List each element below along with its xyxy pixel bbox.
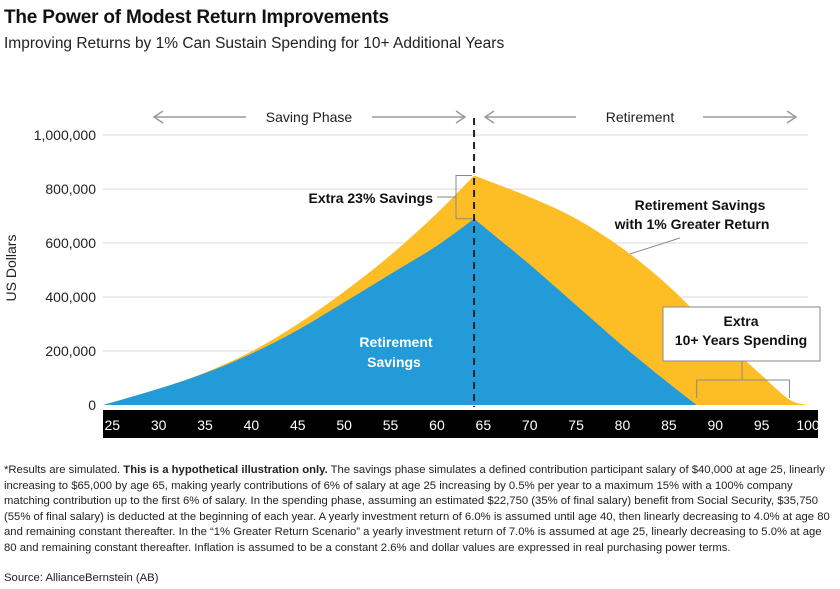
x-tick-label: 90 <box>707 417 723 433</box>
x-tick-label: 85 <box>661 417 677 433</box>
y-tick-label: 0 <box>88 397 96 413</box>
y-tick-label: 400,000 <box>45 289 96 305</box>
x-axis-band <box>103 410 818 438</box>
chart-subtitle: Improving Returns by 1% Can Sustain Spen… <box>4 35 505 52</box>
x-tick-label: 75 <box>568 417 584 433</box>
y-axis: US Dollars 0 200,000 400,000 600,000 800,000… <box>3 127 96 413</box>
area-series <box>103 175 808 405</box>
gold-label-leader <box>629 237 681 255</box>
x-tick-label: 50 <box>336 417 352 433</box>
y-tick-label: 200,000 <box>45 343 96 359</box>
saving-phase-label: Saving Phase <box>266 109 353 125</box>
x-tick-label: 95 <box>754 417 770 433</box>
phase-arrows: Saving Phase Retirement <box>152 109 798 407</box>
blue-series-label-line2: Savings <box>367 354 421 370</box>
x-tick-label: 70 <box>522 417 538 433</box>
gold-series-label-line1: Retirement Savings <box>635 197 766 213</box>
footnote: *Results are simulated. This is a hypoth… <box>4 463 834 557</box>
blue-series-label-line1: Retirement <box>359 334 432 350</box>
x-tick-label: 65 <box>476 417 492 433</box>
extra-spending-line1: Extra <box>723 313 758 329</box>
x-tick-label: 60 <box>429 417 445 433</box>
saving-arrow-right-head <box>455 110 467 124</box>
footnote-disclaimer: This is a hypothetical illustration only… <box>123 464 328 476</box>
retirement-arrow-right-head <box>786 110 798 124</box>
extra-savings-label: Extra 23% Savings <box>308 190 433 206</box>
y-tick-label: 800,000 <box>45 181 96 197</box>
footnote-lead: *Results are simulated. <box>4 464 124 476</box>
x-tick-label: 55 <box>383 417 399 433</box>
x-tick-label: 80 <box>615 417 631 433</box>
x-tick-label: 30 <box>151 417 167 433</box>
y-tick-label: 600,000 <box>45 235 96 251</box>
y-tick-label: 1,000,000 <box>34 127 96 143</box>
x-tick-label: 35 <box>197 417 213 433</box>
x-tick-label: 100 <box>796 417 820 433</box>
retirement-phase-label: Retirement <box>606 109 675 125</box>
area-chart: US Dollars 0 200,000 400,000 600,000 800,000… <box>3 109 821 438</box>
extra-spending-box <box>662 306 821 362</box>
x-tick-label: 40 <box>244 417 260 433</box>
saving-arrow-left-head <box>152 110 164 124</box>
extra-spending-line2: 10+ Years Spending <box>675 332 807 348</box>
footnote-body: The savings phase simulates a defined co… <box>4 464 830 554</box>
extra-spending-bracket <box>696 379 790 398</box>
area-retirement-savings <box>103 218 697 405</box>
chart-title: The Power of Modest Return Improvements <box>4 7 389 28</box>
x-tick-label: 45 <box>290 417 306 433</box>
annotations: Extra 23% Savings Retirement Savings with … <box>308 175 821 398</box>
y-axis-label: US Dollars <box>3 235 19 302</box>
retirement-arrow-left-head <box>483 110 495 124</box>
x-axis: 25 30 35 40 45 50 55 60 65 70 75 80 85 90 95 100 <box>103 410 820 438</box>
gold-series-label-line2: with 1% Greater Return <box>614 216 770 232</box>
x-tick-label: 25 <box>104 417 120 433</box>
source-note: Source: AllianceBernstein (AB) <box>4 572 159 584</box>
